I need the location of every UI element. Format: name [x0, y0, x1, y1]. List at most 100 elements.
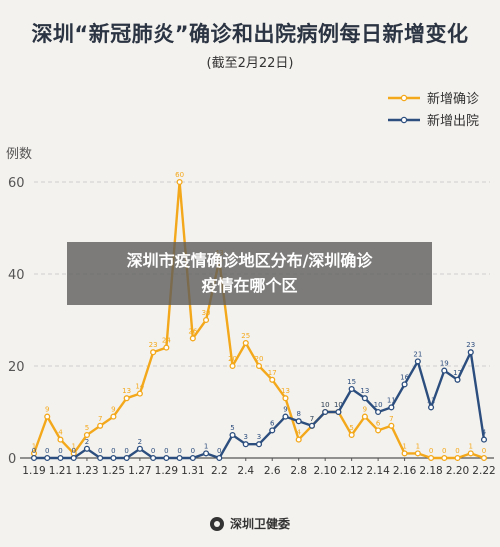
data-label-discharged: 3	[244, 433, 248, 441]
data-point-discharged	[308, 422, 315, 429]
legend-marker-confirmed	[400, 94, 408, 102]
y-tick-label: 0	[8, 452, 16, 467]
data-point-discharged	[110, 454, 117, 462]
x-tick-label: 2.16	[393, 465, 417, 477]
data-label-confirmed: 6	[376, 419, 381, 427]
y-tick-label: 40	[8, 268, 25, 283]
data-label-confirmed: 9	[111, 406, 115, 414]
data-label-discharged: 15	[347, 378, 356, 386]
data-label-discharged: 0	[71, 447, 75, 455]
overlay-line-1: 深圳市疫情确诊地区分布/深圳确诊	[126, 251, 373, 270]
data-point-confirmed	[388, 422, 395, 429]
data-label-confirmed: 10	[334, 401, 343, 409]
data-label-discharged: 5	[230, 424, 234, 432]
data-point-discharged	[361, 395, 368, 402]
data-label-discharged: 2	[138, 438, 142, 446]
legend-marker-discharged	[400, 116, 408, 124]
data-point-discharged	[83, 445, 90, 452]
data-point-confirmed	[269, 376, 276, 383]
x-tick-label: 1.23	[75, 465, 98, 477]
data-label-discharged: 0	[124, 447, 128, 455]
data-label-confirmed: 7	[389, 415, 393, 423]
data-point-confirmed	[428, 454, 435, 462]
data-label-confirmed: 20	[228, 355, 237, 363]
data-label-confirmed: 1	[32, 442, 36, 450]
data-point-confirmed	[83, 431, 90, 439]
data-point-confirmed	[150, 349, 157, 356]
data-label-discharged: 11	[427, 396, 436, 404]
data-label-discharged: 0	[191, 447, 195, 455]
data-label-confirmed: 1	[416, 442, 420, 450]
data-label-discharged: 0	[217, 447, 221, 455]
data-label-discharged: 10	[321, 401, 330, 409]
data-point-discharged	[428, 404, 435, 411]
data-label-discharged: 21	[413, 350, 422, 358]
data-label-confirmed: 25	[241, 332, 250, 340]
data-point-confirmed	[123, 395, 130, 402]
data-point-discharged	[163, 454, 170, 462]
data-label-confirmed: 7	[310, 415, 314, 423]
data-point-discharged	[441, 367, 448, 374]
overlay-line-2: 疫情在哪个区	[201, 276, 298, 295]
data-label-discharged: 10	[334, 401, 343, 409]
x-tick-label: 1.25	[102, 465, 125, 477]
data-point-discharged	[388, 404, 395, 411]
data-label-discharged: 0	[151, 447, 155, 455]
data-point-confirmed	[467, 450, 474, 457]
data-label-confirmed: 7	[98, 415, 102, 423]
data-point-confirmed	[110, 413, 117, 420]
data-point-discharged	[44, 454, 51, 462]
data-label-confirmed: 9	[363, 406, 367, 414]
data-point-discharged	[375, 408, 382, 416]
data-point-confirmed	[242, 339, 249, 347]
data-point-discharged	[150, 454, 157, 462]
page-title: 深圳“新冠肺炎”确诊和出院病例每日新增变化	[31, 22, 469, 46]
data-label-confirmed: 0	[442, 447, 446, 455]
x-tick-label: 1.19	[22, 465, 45, 477]
data-label-discharged: 13	[360, 387, 369, 395]
data-label-confirmed: 1	[71, 442, 75, 450]
data-point-discharged	[454, 376, 461, 383]
data-label-confirmed: 13	[122, 387, 131, 395]
y-axis-label: 例数	[6, 147, 32, 162]
x-tick-label: 2.12	[340, 465, 363, 477]
data-point-confirmed	[282, 395, 289, 402]
data-label-discharged: 6	[270, 419, 275, 427]
data-point-discharged	[216, 454, 223, 462]
data-label-discharged: 23	[466, 341, 475, 349]
data-point-discharged	[282, 413, 289, 420]
data-point-confirmed	[57, 436, 64, 443]
data-point-confirmed	[189, 335, 196, 342]
overlay-banner[interactable]: 深圳市疫情确诊地区分布/深圳确诊 疫情在哪个区	[67, 242, 432, 305]
y-tick-label: 60	[8, 176, 25, 191]
x-tick-label: 2.4	[237, 465, 254, 477]
data-label-confirmed: 20	[255, 355, 264, 363]
x-tick-label: 2.6	[264, 465, 281, 477]
data-point-confirmed	[136, 390, 143, 397]
data-point-confirmed	[295, 436, 302, 443]
footer-source-label: 深圳卫健委	[229, 517, 290, 531]
data-point-discharged	[97, 454, 104, 462]
data-label-discharged: 0	[111, 447, 115, 455]
data-label-discharged: 0	[98, 447, 102, 455]
data-point-discharged	[295, 418, 302, 425]
data-point-discharged	[335, 408, 342, 416]
data-point-discharged	[189, 454, 196, 462]
data-point-discharged	[30, 454, 38, 462]
data-label-confirmed: 0	[455, 447, 459, 455]
x-tick-label: 2.20	[446, 465, 469, 477]
data-point-discharged	[57, 454, 64, 462]
data-point-discharged	[136, 445, 143, 452]
data-label-confirmed: 17	[268, 369, 277, 377]
x-tick-label: 2.2	[211, 465, 228, 477]
data-label-discharged: 16	[400, 373, 409, 381]
data-point-confirmed	[97, 422, 104, 429]
data-label-discharged: 0	[177, 447, 181, 455]
data-label-confirmed: 10	[321, 401, 330, 409]
data-point-discharged	[480, 436, 488, 443]
data-point-discharged	[269, 427, 276, 434]
data-point-discharged	[123, 454, 130, 462]
data-label-confirmed: 1	[469, 442, 473, 450]
data-label-confirmed: 1	[402, 442, 406, 450]
data-point-confirmed	[414, 450, 421, 457]
